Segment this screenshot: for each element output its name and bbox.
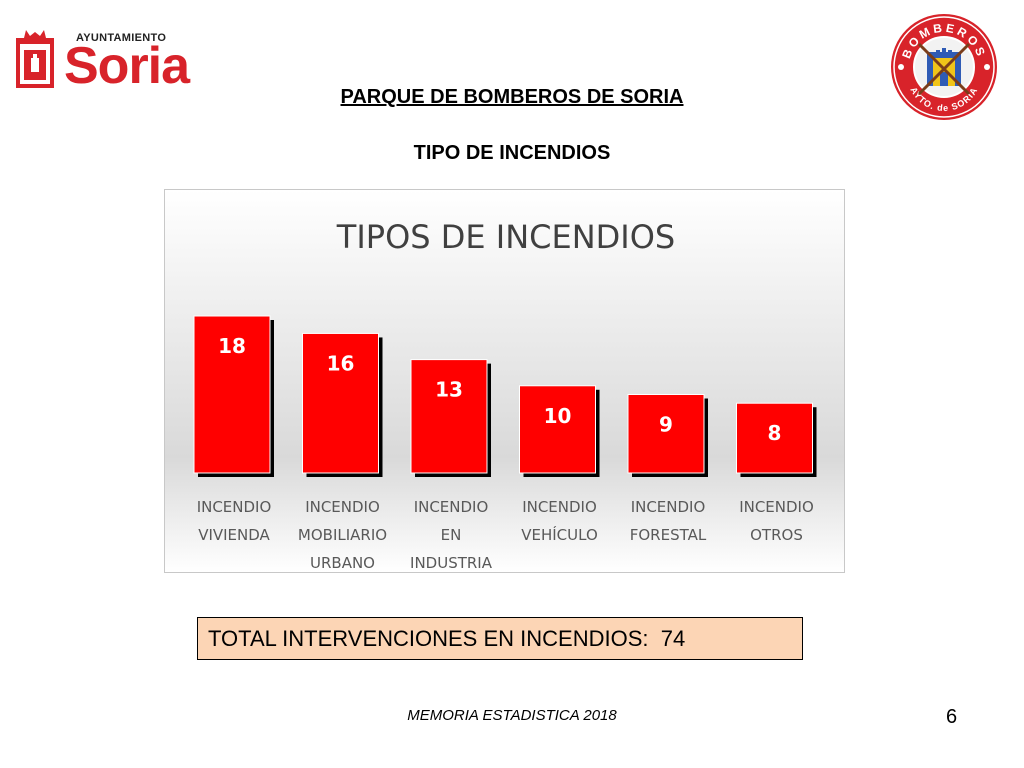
x-tick-label: VEHÍCULO [521,525,598,544]
chart-background [165,190,844,572]
page-title: PARQUE DE BOMBEROS DE SORIA [0,86,1024,109]
bar-chart: TIPOS DE INCENDIOS 18 INCENDIO VIVIENDA 16 I… [165,190,844,572]
bar [627,394,705,474]
x-tick-label: URBANO [310,554,375,572]
bar [736,402,813,474]
chart-container: TIPOS DE INCENDIOS 18 INCENDIO VIVIENDA 16 I… [164,189,845,573]
total-interventions-box: TOTAL INTERVENCIONES EN INCENDIOS: 74 [197,617,803,660]
total-label: TOTAL INTERVENCIONES EN INCENDIOS: 74 [208,626,685,652]
bar [302,332,379,474]
x-tick-label: MOBILIARIO [298,526,387,544]
page-number: 6 [946,706,958,728]
x-tick-label: INCENDIO [522,498,597,516]
bar-data-label: 16 [327,351,355,375]
bar-data-label: 13 [435,378,463,402]
bar-data-label: 10 [544,404,572,428]
ayuntamiento-soria-logo: AYUNTAMIENTO Soria [12,30,202,94]
x-tick-label: FORESTAL [630,526,707,544]
footer-text: MEMORIA ESTADISTICA 2018 [407,707,617,724]
x-tick-label: INCENDIO [414,498,489,516]
bar [519,385,596,474]
page-title-text: PARQUE DE BOMBEROS DE SORIA [340,86,684,108]
x-tick-label: VIVIENDA [198,526,270,544]
x-tick-label: INCENDIO [197,498,272,516]
bar-data-label: 9 [659,413,673,437]
x-tick-label: INCENDIO [631,498,706,516]
x-tick-label: INDUSTRIA [410,554,493,572]
bar-data-label: 18 [218,334,246,358]
soria-crest-icon [16,30,54,88]
page-subtitle: TIPO DE INCENDIOS [413,142,611,164]
ayuntamiento-text: AYUNTAMIENTO [76,32,167,44]
bar [193,315,271,474]
chart-title: TIPOS DE INCENDIOS [336,218,675,256]
x-tick-label: INCENDIO [305,498,380,516]
bomberos-badge-icon: BOMBEROS AYTO. de SORIA [891,14,997,120]
soria-text: Soria [64,37,190,95]
x-tick-label: INCENDIO [739,498,814,516]
total-value: 74 [660,626,686,651]
bar [410,359,488,474]
bar-data-label: 8 [768,421,782,445]
total-label-text: TOTAL INTERVENCIONES EN INCENDIOS: [208,626,649,651]
x-tick-label: OTROS [750,526,803,544]
x-tick-label: EN [441,526,462,544]
